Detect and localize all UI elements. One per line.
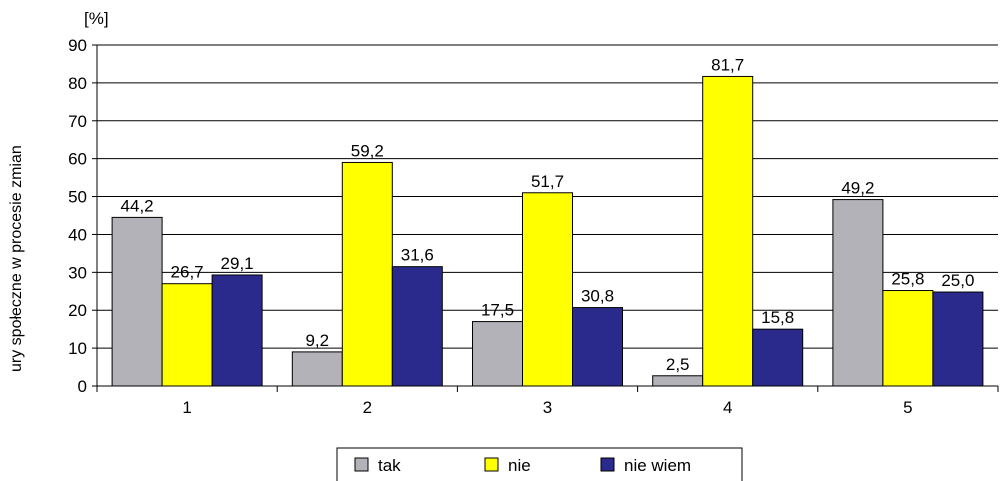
data-label: 15,8 [761, 308, 794, 327]
data-label: 31,6 [401, 246, 434, 265]
data-label: 51,7 [531, 172, 564, 191]
y-tick-label: 30 [68, 263, 87, 282]
bar-nie-4 [702, 75, 754, 387]
x-tick-label: 1 [182, 398, 191, 417]
y-tick-label: 90 [68, 36, 87, 55]
legend-box [336, 447, 743, 481]
y-tick-label: 10 [68, 339, 87, 358]
data-label: 26,7 [171, 263, 204, 282]
y-tick-label: 80 [68, 74, 87, 93]
y-tick-label: 60 [68, 150, 87, 169]
legend-swatch-nie-wiem [600, 457, 615, 472]
bar-nie-wiem-4 [752, 328, 804, 387]
data-label: 59,2 [351, 141, 384, 160]
bar-tak-4 [652, 375, 704, 387]
data-label: 25,0 [941, 271, 974, 290]
bar-nie-3 [522, 192, 573, 387]
data-label: 81,7 [711, 55, 744, 74]
legend-swatch-nie [484, 457, 499, 472]
y-tick-label: 70 [68, 112, 87, 131]
bar-nie-wiem-5 [932, 291, 984, 387]
x-tick-label: 2 [363, 398, 372, 417]
y-unit-label: [%] [84, 9, 109, 28]
legend-label: nie [508, 456, 531, 475]
x-tick-label: 5 [903, 398, 912, 417]
data-label: 2,5 [666, 355, 690, 374]
y-axis-label: ury społeczne w procesie zmian [8, 145, 25, 372]
data-label: 25,8 [891, 270, 924, 289]
legend-label: tak [378, 456, 401, 475]
data-label: 9,2 [305, 331, 329, 350]
data-label: 30,8 [581, 287, 614, 306]
bar-nie-wiem-3 [572, 307, 623, 387]
x-tick-label: 4 [723, 398, 732, 417]
bar-tak-1 [111, 216, 163, 387]
y-tick-label: 50 [68, 188, 87, 207]
data-label: 29,1 [221, 254, 254, 273]
data-label: 44,2 [121, 196, 154, 215]
x-axis-ticks: 1 2 3 4 5 [96, 386, 999, 417]
bar-nie-wiem-1 [211, 274, 263, 387]
bar-tak-3 [472, 321, 523, 387]
data-label: 49,2 [841, 179, 874, 198]
bar-nie-2 [341, 161, 393, 387]
bar-tak-2 [291, 351, 343, 387]
bar-nie-1 [161, 283, 213, 387]
legend: tak nie nie wiem [336, 447, 743, 481]
legend-swatch-tak [354, 457, 369, 472]
y-tick-label: 40 [68, 225, 87, 244]
y-tick-label: 0 [78, 377, 87, 396]
axes [96, 45, 998, 387]
data-labels: 44,2 26,7 29,1 9,2 59,2 31,6 17,5 51,7 30,8 2,5 81… [121, 55, 975, 373]
bar-tak-5 [832, 199, 884, 387]
x-tick-label: 3 [543, 398, 552, 417]
legend-label: nie wiem [624, 456, 691, 475]
bar-nie-wiem-2 [391, 266, 443, 387]
data-label: 17,5 [481, 301, 514, 320]
y-tick-label: 20 [68, 301, 87, 320]
y-axis-ticks: 0 10 20 30 40 50 60 70 80 90 [68, 36, 97, 396]
bars [111, 75, 984, 387]
bar-nie-5 [882, 290, 934, 387]
